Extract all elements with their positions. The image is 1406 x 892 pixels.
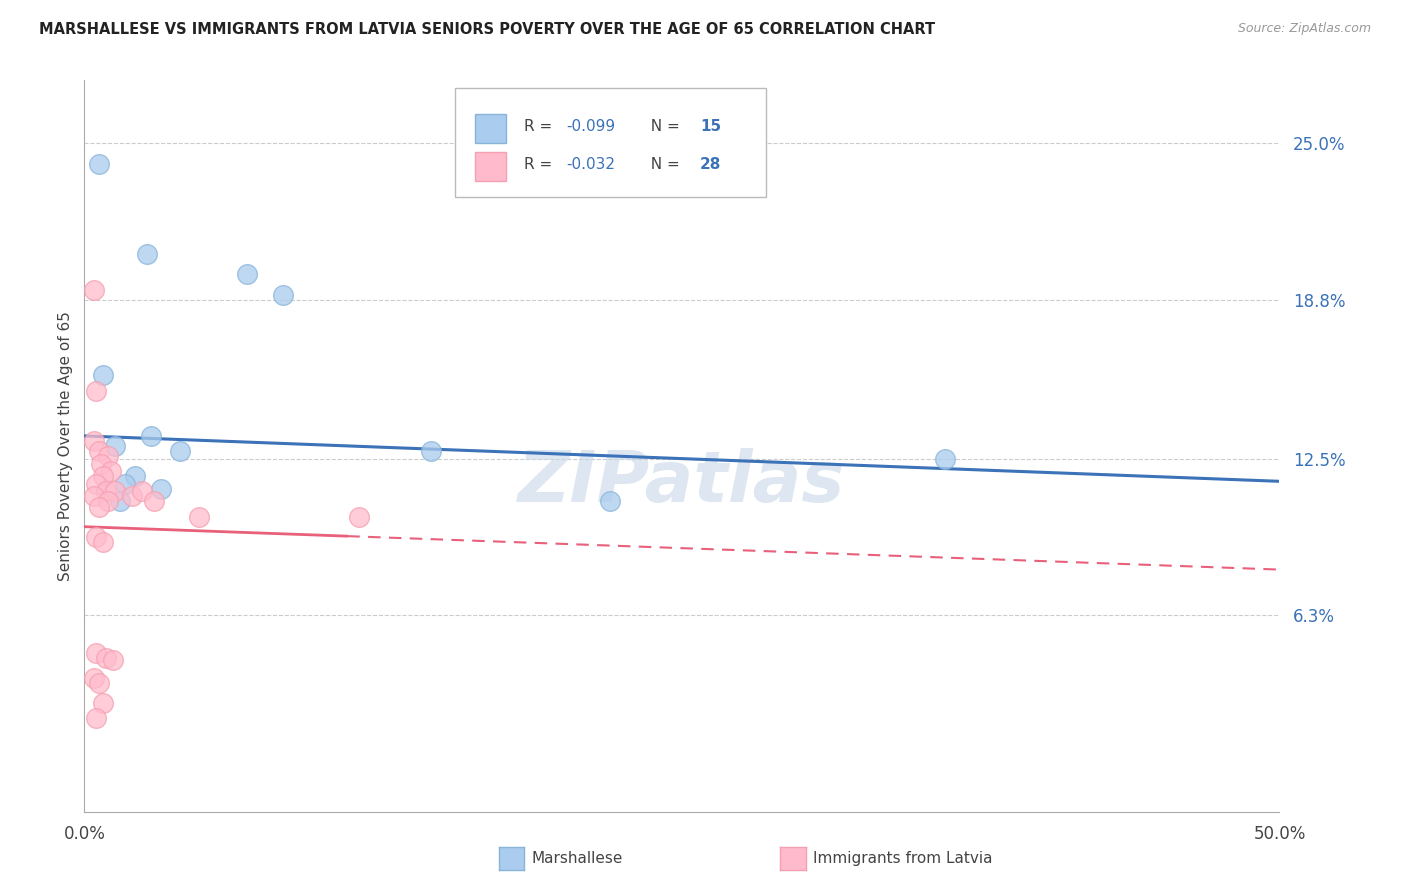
- Point: [420, 444, 443, 458]
- Text: MARSHALLESE VS IMMIGRANTS FROM LATVIA SENIORS POVERTY OVER THE AGE OF 65 CORRELA: MARSHALLESE VS IMMIGRANTS FROM LATVIA SE…: [39, 22, 935, 37]
- Point: [188, 509, 211, 524]
- Text: ZIPatlas: ZIPatlas: [519, 448, 845, 517]
- Point: [97, 494, 120, 508]
- Point: [83, 283, 105, 297]
- Point: [86, 530, 108, 544]
- Point: [83, 490, 105, 504]
- Point: [93, 696, 115, 710]
- Text: -0.099: -0.099: [567, 119, 614, 134]
- Point: [141, 429, 163, 443]
- FancyBboxPatch shape: [475, 114, 506, 144]
- Point: [87, 676, 110, 690]
- Point: [110, 494, 132, 508]
- Point: [169, 444, 191, 458]
- Text: R =: R =: [524, 119, 557, 134]
- Point: [87, 500, 110, 514]
- Point: [93, 534, 115, 549]
- Point: [271, 287, 294, 301]
- Text: N =: N =: [641, 119, 685, 134]
- Point: [87, 156, 110, 170]
- Text: -0.032: -0.032: [567, 157, 614, 172]
- Point: [86, 711, 108, 725]
- Text: Source: ZipAtlas.com: Source: ZipAtlas.com: [1237, 22, 1371, 36]
- Point: [104, 484, 127, 499]
- Point: [135, 247, 157, 261]
- Text: 28: 28: [700, 157, 721, 172]
- Point: [599, 494, 621, 508]
- Point: [934, 451, 956, 466]
- FancyBboxPatch shape: [456, 87, 766, 197]
- Point: [149, 482, 172, 496]
- Point: [94, 484, 117, 499]
- Point: [101, 653, 124, 667]
- Point: [142, 494, 165, 508]
- Point: [86, 476, 108, 491]
- Y-axis label: Seniors Poverty Over the Age of 65: Seniors Poverty Over the Age of 65: [58, 311, 73, 581]
- Point: [121, 490, 143, 504]
- Point: [93, 368, 115, 383]
- Point: [94, 651, 117, 665]
- Point: [114, 476, 136, 491]
- Point: [93, 469, 115, 483]
- Point: [86, 646, 108, 660]
- Text: R =: R =: [524, 157, 557, 172]
- Point: [83, 434, 105, 448]
- Point: [97, 449, 120, 463]
- FancyBboxPatch shape: [475, 152, 506, 181]
- Text: 15: 15: [700, 119, 721, 134]
- Text: Marshallese: Marshallese: [531, 852, 623, 866]
- Point: [349, 509, 371, 524]
- Text: Immigrants from Latvia: Immigrants from Latvia: [813, 852, 993, 866]
- Point: [104, 439, 127, 453]
- Text: N =: N =: [641, 157, 685, 172]
- Point: [236, 268, 259, 282]
- Point: [86, 384, 108, 398]
- Point: [87, 444, 110, 458]
- Point: [100, 464, 122, 478]
- Point: [83, 671, 105, 685]
- Point: [124, 469, 146, 483]
- Point: [131, 484, 153, 499]
- Point: [90, 457, 112, 471]
